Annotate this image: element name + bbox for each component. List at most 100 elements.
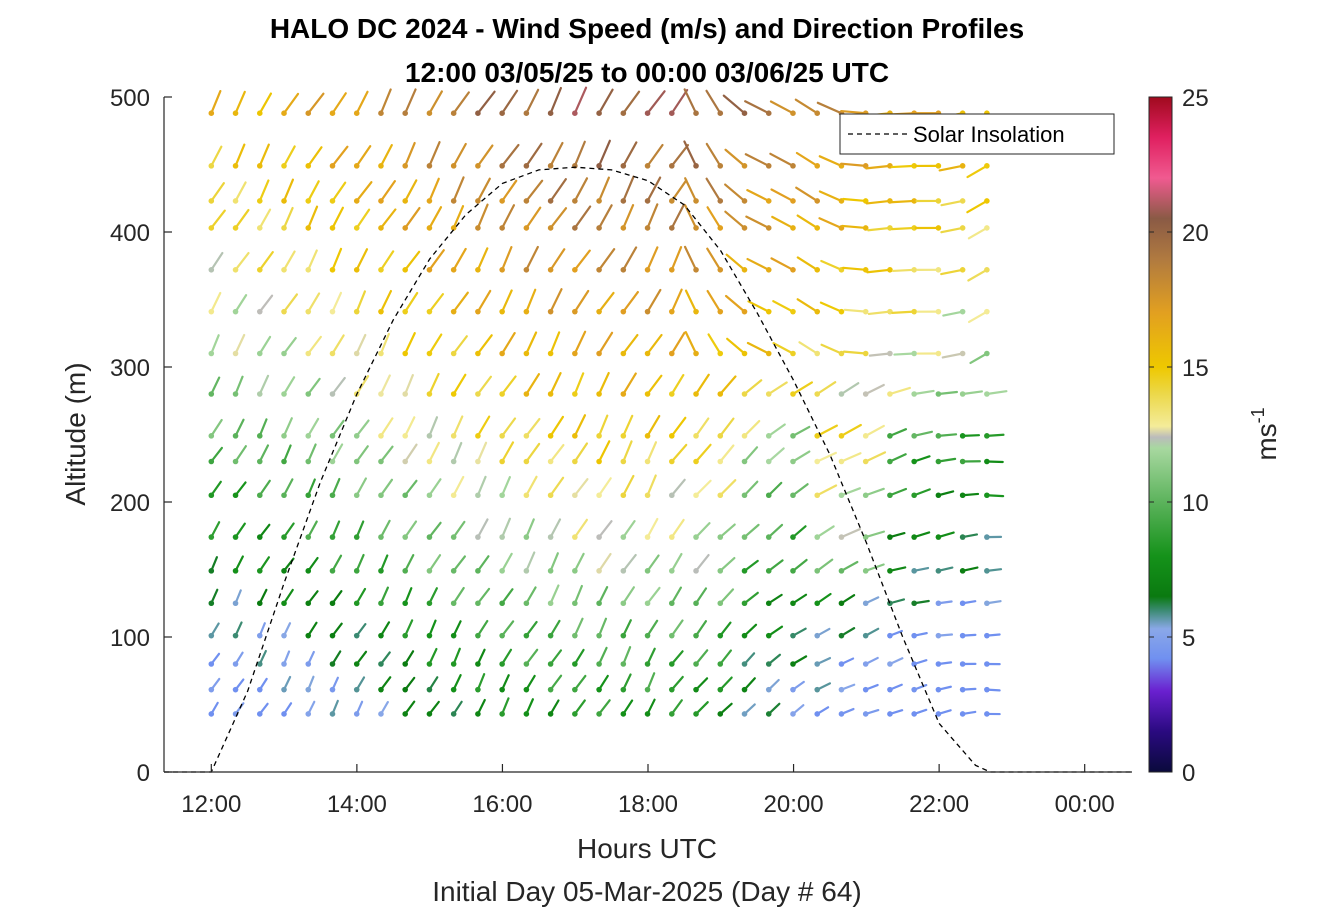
wind-barb-head [838,568,845,574]
wind-barb-head [353,163,360,169]
wind-barb-head [450,534,457,540]
wind-barb-shaft [670,619,684,637]
wind-barb-head [887,433,893,439]
wind-barb-shaft [719,417,735,437]
wind-barb-head [911,163,917,169]
wind-barb-head [814,600,821,607]
wind-barb-shaft [622,246,638,271]
wind-barb-shaft [888,487,908,497]
wind-barb-head [911,458,917,465]
wind-barb-head [644,686,651,693]
wind-barb-shaft [646,143,664,167]
wind-barb-shaft [282,92,300,115]
wind-barb-head [378,110,384,116]
wind-barb-shaft [210,376,221,396]
wind-barb-shaft [428,441,440,463]
wind-barb-shaft [258,444,270,463]
wind-barb-head [741,600,748,607]
wind-barb-shaft [573,140,586,167]
wind-barb-head [790,350,796,357]
wind-barb-head [693,391,699,397]
wind-barb-head [862,308,869,315]
wind-barb-head [668,110,675,116]
wind-barb-head [935,492,942,499]
wind-barb-head [620,686,627,693]
wind-barb-head [402,163,408,169]
wind-barb-head [305,308,312,315]
wind-barb-shaft [573,552,585,572]
x-axis-sublabel: Initial Day 05-Mar-2025 (Day # 64) [432,876,862,907]
wind-barb-shaft [428,141,441,167]
wind-barb-shaft [234,333,246,355]
wind-barb-shaft [573,177,589,203]
wind-barb-shaft [307,249,318,271]
wind-barb-shaft [622,474,635,497]
wind-barb-shaft [795,186,819,203]
wind-barb-shaft [840,527,862,539]
wind-barb-shaft [258,374,270,396]
wind-barb-head [426,600,433,607]
wind-barb-head [305,686,312,693]
wind-barb-shaft [379,374,391,396]
wind-barb-shaft [622,372,637,396]
wind-barb-head [765,661,772,667]
wind-barb-head [256,568,263,574]
wind-barb-shaft [258,143,270,167]
wind-barb-shaft [967,226,988,240]
wind-barb-head [620,661,627,667]
wind-barb-head [402,433,408,439]
y-tick-label: 300 [110,355,150,382]
wind-barb-shaft [796,214,819,230]
wind-barb-head [741,225,748,231]
wind-barb-head [693,568,699,574]
wind-barb-head [572,225,578,231]
wind-barb-head [862,391,869,397]
wind-barb-head [741,433,748,439]
wind-barb-head [499,198,505,204]
wind-barb-head [450,225,457,231]
wind-barb-head [232,492,239,499]
wind-barb-head [911,267,917,273]
wind-barb-head [959,198,966,204]
wind-barb-head [547,492,554,499]
wind-barb-shaft [867,310,892,316]
wind-barb-head [959,492,966,499]
wind-barb-head [620,711,627,717]
wind-barb-shaft [525,179,544,203]
wind-barb-head [644,350,651,357]
wind-barb-head [814,632,821,639]
wind-barb-head [256,458,263,465]
wind-barb-head [232,661,239,667]
wind-barb-head [353,600,360,607]
wind-barb-shaft [234,294,248,313]
wind-barb-head [402,492,408,499]
wind-barb-shaft [452,176,465,203]
wind-barb-head [984,568,990,574]
wind-barb-head [887,458,893,465]
wind-barb-head [547,308,554,315]
wind-barb-head [814,568,821,574]
wind-barb-head [668,711,675,717]
wind-barb-head [984,350,990,357]
wind-barb-head [596,198,602,204]
wind-barb-shaft [573,584,583,605]
wind-barb-head [668,534,675,540]
wind-barb-shaft [622,440,633,463]
wind-barb-head [256,225,263,231]
wind-barb-shaft [404,141,416,167]
wind-barb-shaft [941,352,964,359]
wind-barb-head [644,110,651,116]
wind-barb-head [281,492,287,499]
wind-barb-shaft [597,139,611,167]
wind-barb-shaft [646,176,662,203]
wind-barb-head [208,163,215,169]
wind-barb-head [523,632,530,639]
wind-barb-head [499,163,505,169]
wind-barb-head [208,433,215,439]
wind-barb-head [668,267,675,273]
wind-barb-head [208,267,215,273]
wind-barb-shaft [670,443,688,463]
wind-barb-shaft [525,518,535,539]
wind-barb-head [572,433,578,439]
wind-barb-shaft [573,205,592,230]
